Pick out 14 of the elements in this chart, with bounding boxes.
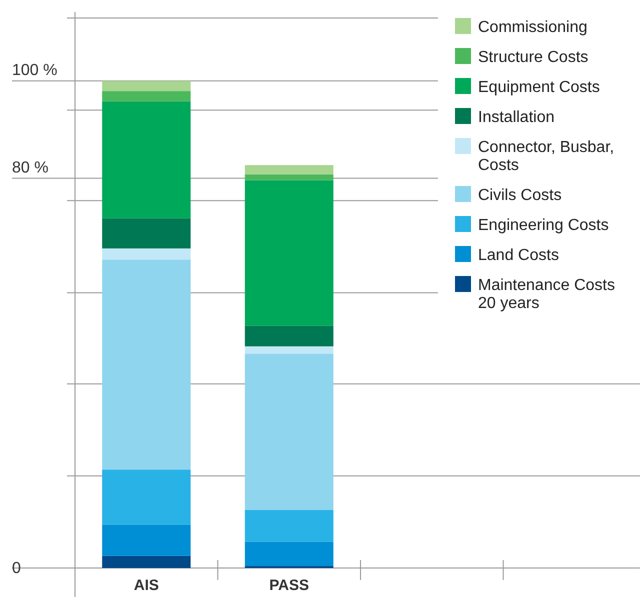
y-tick-label: 100 % [12,62,58,79]
legend-label: Structure Costs [478,49,588,66]
x-tick-label: PASS [269,577,309,594]
legend-label: Civils Costs [478,187,562,204]
legend-label: Connector, Busbar, Costs [478,139,614,174]
legend-label: Maintenance Costs 20 years [478,277,615,312]
x-tick-label: AIS [134,577,159,594]
y-tick-label: 0 [12,560,21,577]
legend-label: Commissioning [478,19,588,36]
legend-label: Engineering Costs [478,217,609,234]
legend-label: Installation [478,109,554,126]
legend-label: Equipment Costs [478,79,600,96]
legend-label: Land Costs [478,247,559,264]
y-tick-label: 80 % [12,159,48,176]
